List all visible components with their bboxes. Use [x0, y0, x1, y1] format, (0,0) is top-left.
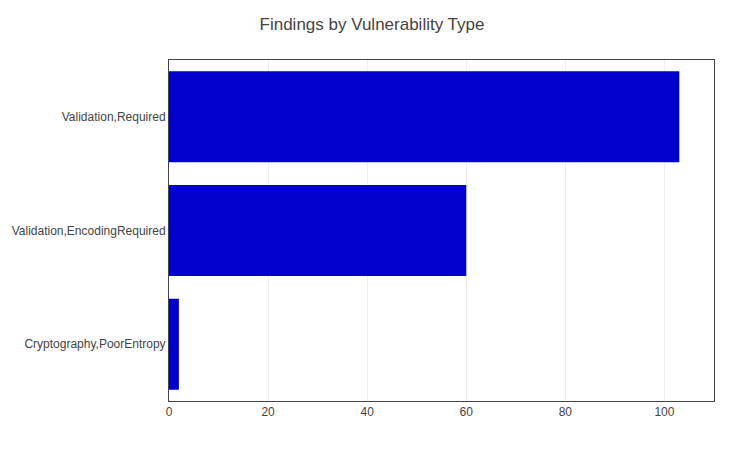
svg-text:Cryptography,PoorEntropy: Cryptography,PoorEntropy: [24, 337, 165, 351]
svg-text:60: 60: [460, 405, 474, 419]
svg-text:80: 80: [559, 405, 573, 419]
svg-text:0: 0: [166, 405, 173, 419]
svg-text:40: 40: [361, 405, 375, 419]
svg-text:Validation,Required: Validation,Required: [62, 110, 166, 124]
svg-text:100: 100: [654, 405, 674, 419]
svg-text:20: 20: [261, 405, 275, 419]
svg-text:Findings by Vulnerability Type: Findings by Vulnerability Type: [260, 15, 485, 34]
svg-text:Validation,EncodingRequired: Validation,EncodingRequired: [12, 224, 166, 238]
